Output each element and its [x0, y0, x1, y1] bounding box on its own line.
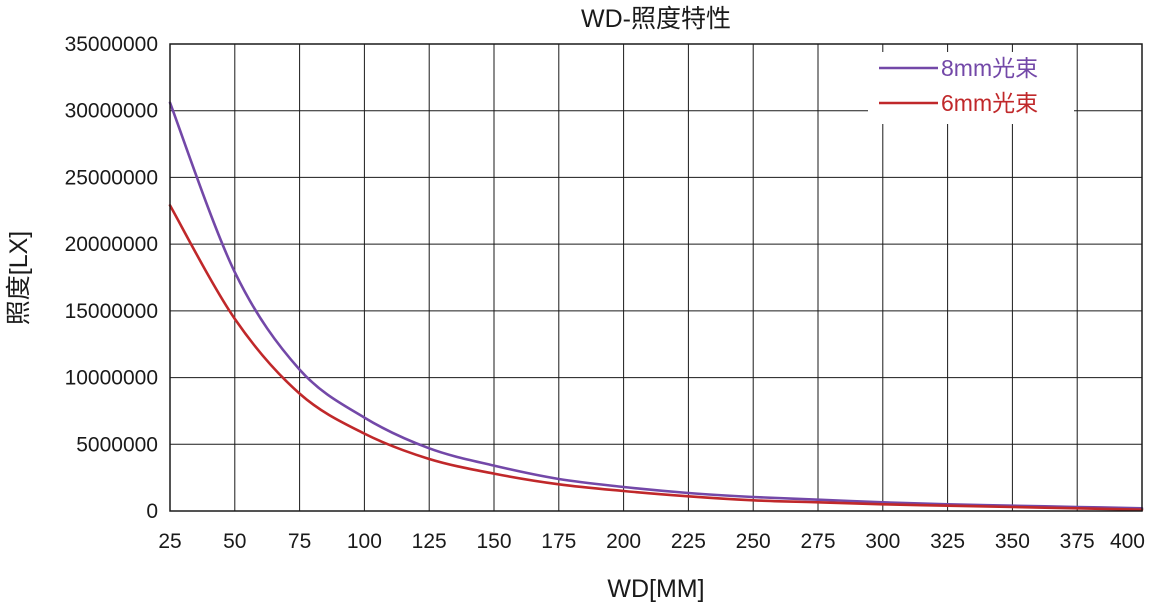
x-tick-label: 200: [606, 530, 641, 553]
y-tick-label: 20000000: [65, 233, 158, 256]
y-tick-label: 25000000: [65, 166, 158, 189]
x-tick-label: 50: [223, 530, 246, 553]
y-tick-label: 15000000: [65, 300, 158, 323]
x-axis-label: WD[MM]: [607, 575, 704, 603]
series-lines: [168, 101, 1144, 511]
x-tick-label: 350: [995, 530, 1030, 553]
legend-background: [868, 52, 1074, 124]
legend-label: 6mm光束: [941, 90, 1038, 116]
y-tick-label: 0: [146, 500, 158, 523]
x-tick-label: 275: [800, 530, 835, 553]
plot-area-frame: [169, 43, 1143, 512]
series-line: [168, 204, 1144, 511]
y-axis-label: 照度[LX]: [5, 231, 33, 325]
y-tick-label: 5000000: [76, 433, 158, 456]
y-tick-label: 35000000: [65, 33, 158, 56]
x-tick-label: 250: [736, 530, 771, 553]
x-axis-tick-labels: 25 50 75 100 125 150 175 200 225 250 275 300 325 350 3…: [158, 530, 1145, 553]
x-tick-label: 75: [288, 530, 311, 553]
x-tick-label: 125: [412, 530, 447, 553]
x-tick-label: 300: [865, 530, 900, 553]
y-tick-label: 30000000: [65, 100, 158, 123]
x-tick-label: 150: [476, 530, 511, 553]
series-line: [168, 101, 1144, 510]
x-tick-label: 225: [671, 530, 706, 553]
x-tick-label: 25: [158, 530, 181, 553]
legend: 8mm光束 6mm光束: [868, 52, 1074, 124]
x-tick-label: 375: [1060, 530, 1095, 553]
y-axis-tick-labels: 0 5000000 10000000 15000000 20000000 25000000…: [65, 33, 158, 523]
legend-label: 8mm光束: [941, 55, 1038, 81]
x-tick-label: 400: [1110, 530, 1145, 553]
y-tick-label: 10000000: [65, 367, 158, 390]
chart-title: WD-照度特性: [581, 5, 731, 33]
x-tick-label: 325: [930, 530, 965, 553]
x-tick-label: 100: [347, 530, 382, 553]
x-tick-label: 175: [541, 530, 576, 553]
